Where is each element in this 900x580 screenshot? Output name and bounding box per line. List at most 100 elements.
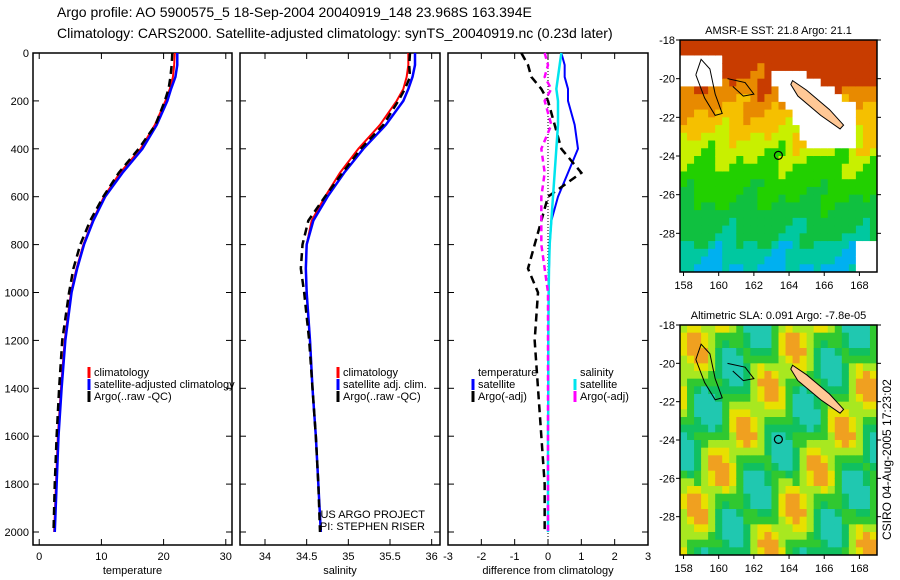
map-cell xyxy=(827,140,836,149)
map-cell xyxy=(687,163,695,172)
map-cell xyxy=(736,355,744,364)
map-cell xyxy=(764,241,772,250)
map-cell xyxy=(722,186,730,196)
map-cell xyxy=(701,486,709,495)
map-cell xyxy=(855,148,864,157)
map-cell xyxy=(694,401,702,410)
map-cell xyxy=(827,132,836,142)
map-cell xyxy=(841,424,850,433)
map-cell xyxy=(813,202,822,211)
map-cell xyxy=(778,524,787,533)
map-cell xyxy=(722,539,730,548)
map-cell xyxy=(806,78,815,87)
map-cell xyxy=(757,148,765,157)
y-tick-label: 600 xyxy=(11,192,29,204)
map-cell xyxy=(708,55,716,64)
map-cell xyxy=(869,325,878,334)
map-cell xyxy=(820,202,829,211)
map-cell xyxy=(820,478,829,487)
map-cell xyxy=(806,179,815,188)
map-cell xyxy=(743,432,751,441)
map-cell xyxy=(855,125,864,134)
map-cell xyxy=(848,101,857,111)
map-cell xyxy=(785,463,794,472)
map-cell xyxy=(778,40,787,49)
map-cell xyxy=(869,516,878,525)
map-cell xyxy=(792,432,801,441)
map-cell xyxy=(799,447,808,456)
map-cell xyxy=(771,417,779,426)
map-cell xyxy=(701,493,709,502)
map-cell xyxy=(750,332,758,341)
map-cell xyxy=(799,547,808,556)
map-cell xyxy=(694,210,702,219)
map-cell xyxy=(680,355,688,364)
axes-frame-1 xyxy=(239,52,441,546)
map-cell xyxy=(694,371,702,380)
map-cell xyxy=(764,202,772,211)
map-cell xyxy=(841,179,850,188)
map-cell xyxy=(680,509,688,518)
map-cell xyxy=(855,248,864,258)
map-cell xyxy=(771,363,779,372)
map-cell xyxy=(715,417,723,426)
map-cell xyxy=(813,539,822,548)
map-cell xyxy=(729,447,737,456)
map-cell xyxy=(715,340,723,349)
legend-label: satellite adj. clim. xyxy=(343,379,427,391)
map-cell xyxy=(862,132,871,142)
map-cell xyxy=(806,225,815,234)
map-cell xyxy=(715,78,723,87)
map-cell xyxy=(855,432,864,441)
map-cell xyxy=(841,539,850,548)
map-cell xyxy=(785,516,794,525)
map-cell xyxy=(834,478,843,487)
map-cell xyxy=(813,486,822,495)
map-cell xyxy=(694,509,702,518)
map-cell xyxy=(869,70,878,80)
legend-label: satellite-adjusted climatology xyxy=(94,379,235,391)
map-cell xyxy=(827,509,836,518)
map-cell xyxy=(820,332,829,341)
y-tick-label: 2000 xyxy=(5,527,29,539)
map-cell xyxy=(694,332,702,341)
map-cell xyxy=(736,332,744,341)
map-cell xyxy=(736,171,744,180)
map-cell xyxy=(820,225,829,234)
map-cell xyxy=(862,440,871,449)
series-line-argo-raw-qc- xyxy=(52,52,174,533)
map-cell xyxy=(757,132,765,142)
map-cell xyxy=(736,348,744,357)
map-cell xyxy=(792,332,801,341)
map-cell xyxy=(687,417,695,426)
map-cell xyxy=(869,148,878,157)
map-cell xyxy=(813,524,822,533)
map-cell xyxy=(764,447,772,456)
map-cell xyxy=(792,325,801,334)
map-cell xyxy=(694,101,702,111)
map-cell xyxy=(680,432,688,441)
map-cell xyxy=(715,86,723,95)
map-cell xyxy=(855,40,864,49)
map-cell xyxy=(680,463,688,472)
map-cell xyxy=(687,424,695,433)
map-cell xyxy=(841,47,850,56)
map-cell xyxy=(701,417,709,426)
map-cell xyxy=(722,401,730,410)
map-cell xyxy=(813,332,822,341)
map-cell xyxy=(736,264,744,273)
map-cell xyxy=(694,217,702,227)
map-cell xyxy=(785,486,794,495)
map-cell xyxy=(869,417,878,426)
map-cell xyxy=(778,140,787,149)
map-cell xyxy=(680,409,688,418)
map-cell xyxy=(841,202,850,211)
map-cell xyxy=(680,256,688,265)
map-cell xyxy=(827,470,836,479)
map-cell xyxy=(792,63,801,72)
map-cell xyxy=(862,163,871,172)
map-cell xyxy=(806,194,815,203)
map-cell xyxy=(834,202,843,211)
map-cell xyxy=(701,409,709,418)
map-cell xyxy=(715,432,723,441)
